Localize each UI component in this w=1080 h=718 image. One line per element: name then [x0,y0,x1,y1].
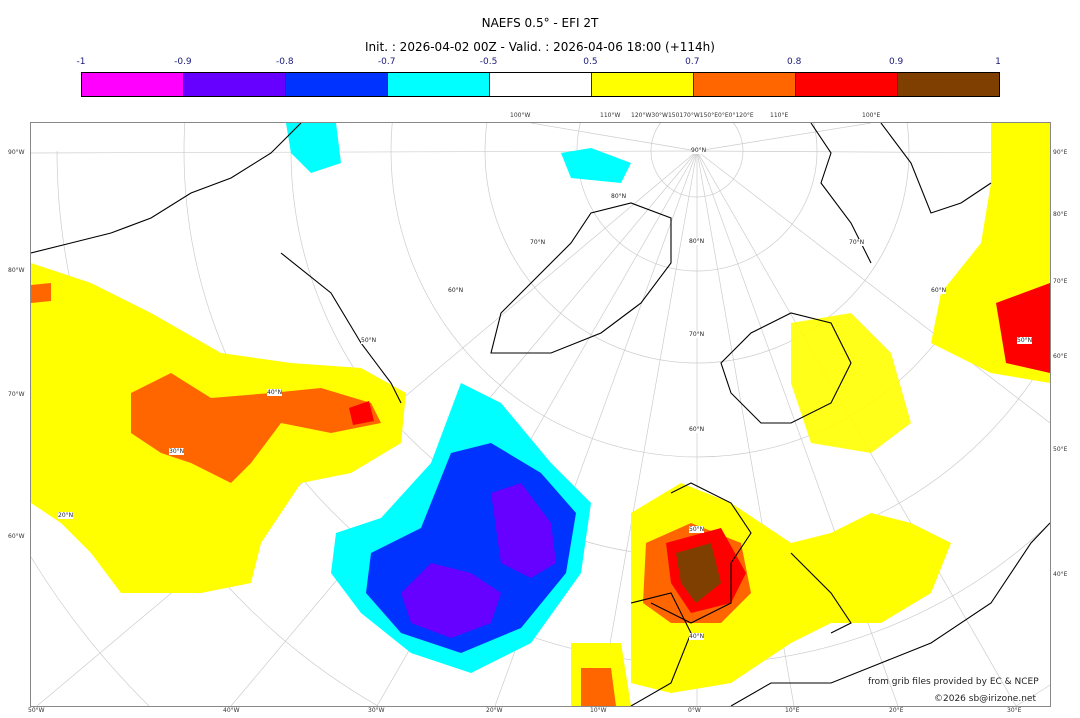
colorbar-swatch [184,73,286,96]
colorbar-tick-label: 0.5 [583,57,598,67]
efi-field [31,123,1050,706]
top-axis-label: 120°W30°W150170°W150°E0°E0°120°E [631,112,754,119]
coastlines [31,123,1050,706]
grid-label: 70°N [530,239,546,246]
grid-label: 50°N [689,526,705,533]
top-axis-label: 110°W [600,112,621,119]
bottom-axis-label: 20°W [486,707,503,714]
map-title: NAEFS 0.5° - EFI 2T [481,16,599,30]
left-axis-label: 80°W [8,267,25,274]
colorbar-tick-label: 1 [995,57,1001,67]
colorbar-swatch [388,73,490,96]
colorbar-swatch [286,73,388,96]
colorbar-swatch [898,73,999,96]
colorbar-swatch [82,73,184,96]
colorbar-tick-label: -1 [76,57,86,67]
colorbar-swatch [694,73,796,96]
grid-label: 60°N [689,426,705,433]
right-axis-label: 40°E [1053,571,1068,578]
map-subtitle: Init. : 2026-04-02 00Z - Valid. : 2026-0… [365,40,715,54]
right-axis-label: 70°E [1053,278,1068,285]
left-axis-label: 60°W [8,533,25,540]
bottom-axis-label: 10°W [590,707,607,714]
grid-label: 50°N [1017,337,1033,344]
colorbar-tick-label: -0.5 [479,57,498,67]
top-axis-label: 100°E [862,112,881,119]
right-axis-label: 80°E [1053,211,1068,218]
grid-label: 30°N [169,448,185,455]
colorbar-tick-label: -0.8 [275,57,294,67]
bottom-axis-label: 30°W [368,707,385,714]
grid-label: 80°N [689,238,705,245]
colorbar-tick-label: 0.7 [685,57,700,67]
grid-label: 80°N [611,193,627,200]
colorbar-swatch [490,73,592,96]
colorbar-tick-label: 0.9 [888,57,904,67]
grid-label: 70°N [849,239,865,246]
right-axis-label: 60°E [1053,353,1068,360]
grid-label: 40°N [689,633,705,640]
colorbar-tick-label: 0.8 [787,57,802,67]
map-panel: 90°N 80°N 80°N 70°N 70°N 70°N 60°N 60°N … [30,122,1051,707]
bottom-axis-label: 20°E [889,707,904,714]
colorbar-tick-label: -0.9 [174,57,192,67]
left-axis-label: 70°W [8,391,25,398]
grid-label: 40°N [267,389,283,396]
grid-label: 60°N [448,287,464,294]
top-axis-label: 110°E [770,112,789,119]
colorbar-swatch [796,73,898,96]
bottom-axis-label: 50°W [28,707,45,714]
top-axis-label: 100°W [510,112,531,119]
copyright: ©2026 sb@irizone.net [934,694,1036,704]
grid-label: 20°N [58,512,74,519]
right-axis-label: 90°E [1053,149,1068,156]
colorbar-tick-label: -0.7 [377,57,396,67]
colorbar [81,72,1000,97]
grid-label: 50°N [361,337,377,344]
grid-label: 90°N [691,147,707,154]
grid-label: 60°N [931,287,947,294]
right-axis-label: 50°E [1053,446,1068,453]
bottom-axis-label: 0°W [688,707,701,714]
colorbar-swatch [592,73,694,96]
source-credit: from grib files provided by EC & NCEP [868,677,1039,687]
left-axis-label: 90°W [8,149,25,156]
bottom-axis-label: 10°E [785,707,800,714]
bottom-axis-label: 30°E [1007,707,1022,714]
grid-label: 70°N [689,331,705,338]
bottom-axis-label: 40°W [223,707,240,714]
map-canvas [31,123,1050,706]
